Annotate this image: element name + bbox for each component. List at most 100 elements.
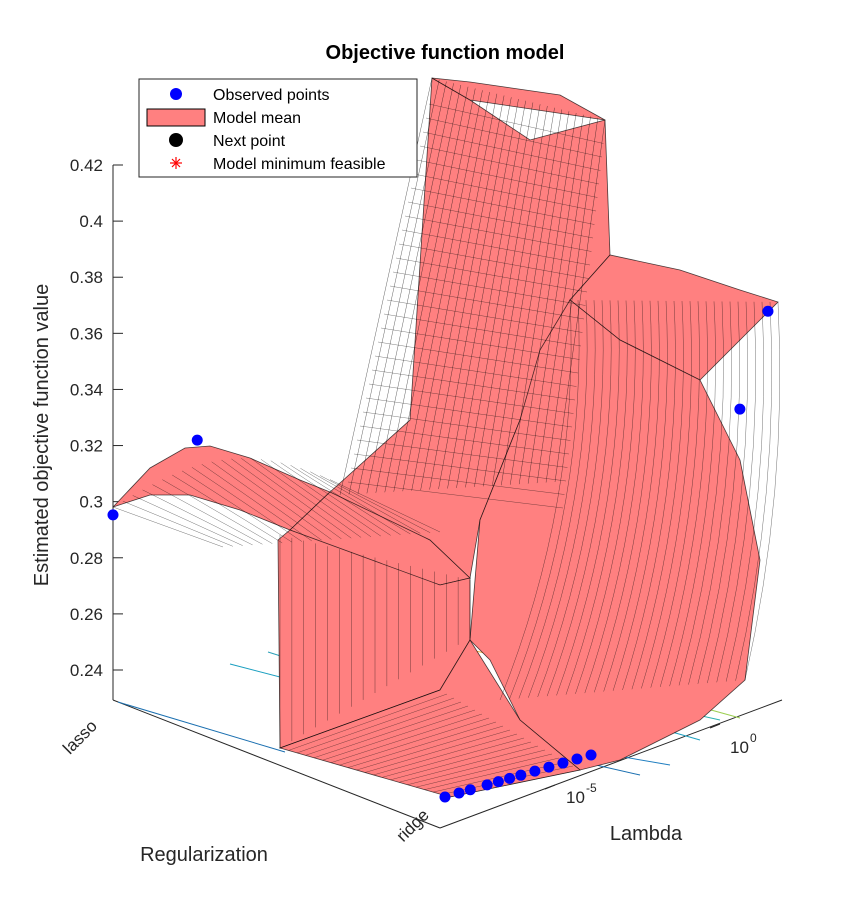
mesh-line-wall-19 — [509, 111, 570, 485]
x-tick-mark-1e-5 — [544, 784, 556, 790]
mesh-line-wall-2 — [357, 81, 447, 494]
z-tick-label-7: 0.38 — [70, 268, 103, 287]
x-tick-1e-5-exp: -5 — [586, 781, 597, 795]
legend-observed-label: Observed points — [213, 87, 330, 104]
mesh-line-wall-22 — [536, 116, 591, 484]
observed-point-14 — [107, 509, 119, 521]
mesh-line-wall-h-2 — [425, 117, 603, 158]
observed-point-5 — [504, 772, 516, 784]
mesh-line-wall-h-20 — [371, 369, 576, 401]
z-tick-label-5: 0.34 — [70, 380, 103, 399]
mesh-line-floor-0 — [279, 689, 441, 749]
z-tick-label-8: 0.4 — [79, 212, 103, 231]
surface-mesh — [112, 77, 781, 798]
mesh-line-wall-h-3 — [422, 131, 601, 171]
mesh-line-wall-h-22 — [365, 397, 573, 428]
mesh-line-cliff-3 — [528, 300, 596, 698]
mesh-line-wall-h-11 — [398, 243, 589, 279]
mesh-line-wall-3 — [366, 83, 454, 494]
mesh-line-wall-h-25 — [356, 439, 568, 468]
mesh-line-cliff-14 — [631, 301, 684, 690]
mesh-line-cliff-7 — [565, 300, 628, 695]
z-tick-label-3: 0.3 — [79, 493, 103, 512]
mesh-line-cliff-2 — [518, 300, 588, 699]
mesh-line-hump-8 — [191, 467, 303, 542]
mesh-line-wall-h-5 — [416, 159, 598, 198]
mesh-line-cliff-22 — [707, 301, 748, 684]
mesh-line-floor-8 — [347, 721, 497, 768]
mesh-line-hump-17 — [280, 462, 391, 536]
legend-model-mean-marker — [146, 108, 206, 127]
mesh-line-cliff-11 — [603, 300, 660, 692]
mesh-line-hump-20 — [310, 471, 421, 534]
observed-point-12 — [734, 403, 746, 415]
mesh-line-wall-8 — [411, 91, 490, 491]
mesh-line-wall-h-1 — [428, 103, 604, 144]
mesh-line-cliff-19 — [678, 301, 724, 686]
mesh-line-floor-14 — [398, 745, 539, 783]
mesh-line-hump-19 — [300, 468, 411, 535]
mesh-line-cliff-13 — [622, 300, 676, 691]
mesh-line-wall-h-28 — [347, 481, 564, 509]
mesh-line-wall-h-9 — [404, 215, 592, 252]
mesh-line-wall-13 — [456, 100, 526, 489]
mesh-line-hump-1 — [122, 500, 233, 547]
mesh-line-hump-5 — [162, 479, 273, 544]
mesh-line-cliff-8 — [575, 300, 636, 694]
mesh-line-wall-h-13 — [392, 271, 586, 306]
mesh-line-floor-9 — [356, 725, 504, 771]
mesh-line-cliff-10 — [593, 300, 652, 693]
mesh-line-wall-h-27 — [350, 467, 565, 495]
z-axis-label: Estimated objective function value — [31, 284, 53, 586]
z-ticks: 0.24 0.26 0.28 0.3 0.32 0.34 0.36 0.38 0.4 0.42 — [70, 156, 123, 680]
mesh-line-hump-11 — [221, 459, 332, 540]
mesh-line-cliff-23 — [716, 301, 756, 683]
legend-model-min-marker — [170, 157, 182, 169]
mesh-line-floor-11 — [373, 733, 518, 776]
regularization-axis-line — [112, 699, 441, 829]
mesh-line-cliff-0 — [499, 299, 572, 701]
mesh-line-hump-18 — [290, 465, 401, 535]
mesh-line-wall-18 — [501, 109, 562, 486]
mesh-line-wall-h-6 — [413, 173, 597, 212]
observed-point-8 — [543, 761, 555, 773]
mesh-line-wall-4 — [375, 84, 462, 493]
mesh-line-cliff-4 — [537, 300, 604, 698]
mesh-line-cliff-16 — [650, 301, 700, 688]
mesh-line-wall-h-14 — [389, 285, 585, 320]
observed-point-4 — [492, 776, 504, 788]
mesh-line-wall-h-18 — [377, 341, 579, 374]
z-tick-label-4: 0.32 — [70, 437, 103, 456]
mesh-line-floor-12 — [381, 737, 525, 778]
mesh-line-wall-20 — [518, 112, 577, 485]
legend-model-mean-label: Model mean — [213, 110, 301, 127]
mesh-line-hump-2 — [132, 495, 243, 546]
observed-point-2 — [464, 784, 476, 796]
mesh-line-hump-6 — [172, 474, 283, 544]
mesh-line-wall-7 — [402, 90, 483, 492]
x-tick-1e0: 10 0 — [730, 731, 757, 757]
mesh-line-cliff-6 — [556, 300, 620, 696]
mesh-line-wall-23 — [545, 118, 599, 483]
legend-observed-marker — [170, 88, 182, 100]
z-tick-label-6: 0.36 — [70, 324, 103, 343]
observed-point-3 — [481, 779, 493, 791]
mesh-line-cliff-25 — [735, 301, 773, 681]
y-axis-label: Regularization — [140, 844, 268, 866]
mesh-line-wall-5 — [384, 86, 469, 493]
x-tick-mark-1e0 — [709, 723, 721, 729]
observed-points — [107, 305, 774, 803]
mesh-line-hump-22 — [329, 479, 441, 533]
mesh-line-wall-h-24 — [359, 425, 570, 455]
mesh-line-floor-1 — [288, 693, 448, 751]
observed-point-11 — [585, 749, 597, 761]
mesh-line-hump-21 — [320, 475, 431, 533]
mesh-line-wall-h-26 — [353, 453, 567, 482]
legend-next-point-marker — [169, 133, 183, 147]
mesh-line-cliff-12 — [612, 300, 668, 691]
mesh-line-cliff-9 — [584, 300, 644, 694]
legend-box — [138, 78, 418, 178]
mesh-line-wall-24 — [554, 119, 606, 483]
observed-point-13 — [762, 305, 774, 317]
